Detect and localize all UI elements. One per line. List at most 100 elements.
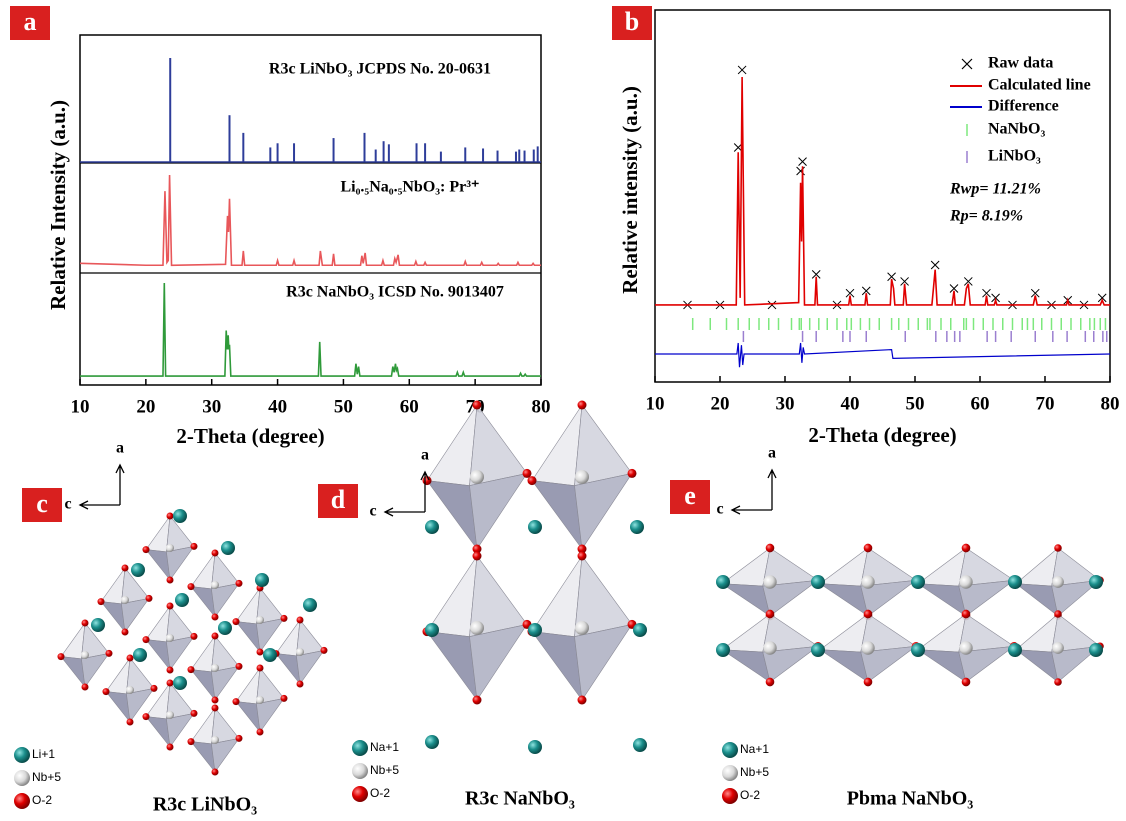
atom — [167, 667, 174, 674]
octahedron-face — [722, 584, 770, 616]
octahedron-face — [470, 624, 528, 700]
atom — [473, 401, 482, 410]
atom — [188, 738, 195, 745]
atom — [528, 623, 542, 637]
atom — [763, 575, 776, 588]
atom — [188, 666, 195, 673]
x-tick-label: 20 — [136, 396, 155, 417]
x-tick-label: 30 — [776, 393, 795, 414]
legend-label: O-2 — [740, 788, 760, 802]
octahedron-face — [470, 473, 528, 549]
atom — [1089, 643, 1103, 657]
raw-marker — [931, 261, 939, 269]
x-tick-label: 40 — [841, 393, 860, 414]
octahedron-face — [820, 614, 868, 652]
x-tick-label: 50 — [334, 396, 353, 417]
atom — [578, 552, 587, 561]
panel-label: d — [331, 485, 346, 514]
atom — [578, 401, 587, 410]
octahedron-face — [918, 614, 966, 652]
axis-arrow — [732, 470, 776, 514]
atom — [143, 713, 150, 720]
axis-label: a — [116, 440, 124, 457]
x-tick-label: 30 — [202, 396, 221, 417]
legend-label: Nb+5 — [32, 770, 61, 784]
atom — [166, 544, 174, 552]
atom — [1054, 610, 1062, 618]
atom — [959, 575, 972, 588]
y-axis-label: Relative Intensity (a.u.) — [46, 100, 70, 310]
atom — [191, 633, 198, 640]
atom — [766, 544, 775, 553]
atom — [151, 685, 158, 692]
atom — [263, 648, 277, 662]
octahedron-face — [820, 650, 868, 682]
atom — [861, 575, 874, 588]
atom — [911, 643, 925, 657]
difference-line — [655, 343, 1110, 367]
atom — [716, 575, 730, 589]
atom — [578, 696, 587, 705]
octahedron-face — [820, 584, 868, 616]
atom — [212, 705, 219, 712]
atom — [633, 623, 647, 637]
atom — [122, 629, 129, 636]
axis-label: c — [369, 503, 376, 520]
legend-label: LiNbO₃ — [988, 148, 1041, 165]
octahedron-face — [575, 624, 633, 700]
legend-label: O-2 — [370, 786, 390, 800]
legend-label: Difference — [988, 98, 1059, 115]
atom — [127, 655, 134, 662]
atom — [630, 520, 644, 534]
octahedron-face — [1016, 614, 1058, 652]
atom — [191, 710, 198, 717]
axis-label: c — [64, 496, 71, 513]
legend-label: Li+1 — [32, 747, 55, 761]
atom — [864, 544, 873, 553]
atom — [167, 577, 174, 584]
atom — [106, 650, 113, 657]
atom — [167, 603, 174, 610]
x-tick-label: 20 — [711, 393, 730, 414]
atom — [143, 636, 150, 643]
atom — [425, 623, 439, 637]
atom — [218, 621, 232, 635]
atom — [864, 678, 873, 687]
legend-label: O-2 — [32, 793, 52, 807]
raw-marker — [768, 301, 776, 309]
atom — [233, 618, 240, 625]
atom — [58, 653, 65, 660]
annotation: Rwp= 11.21% — [949, 181, 1041, 198]
atom — [425, 735, 439, 749]
panel-label: c — [36, 489, 48, 518]
atom — [959, 641, 972, 654]
atom — [257, 649, 264, 656]
atom — [722, 765, 738, 781]
atom — [211, 736, 219, 744]
panel-label: b — [625, 7, 639, 36]
atom — [236, 663, 243, 670]
atom — [127, 719, 134, 726]
atom — [297, 681, 304, 688]
atom — [425, 520, 439, 534]
atom — [811, 643, 825, 657]
atom — [1008, 643, 1022, 657]
atom — [528, 476, 537, 485]
atom — [255, 573, 269, 587]
atom — [470, 621, 484, 635]
atom — [256, 696, 264, 704]
atom — [633, 738, 647, 752]
octahedron-face — [1016, 650, 1058, 682]
panel-label: a — [24, 7, 37, 36]
x-axis-label: 2-Theta (degree) — [808, 423, 956, 447]
atom — [188, 583, 195, 590]
atom — [861, 641, 874, 654]
atom — [763, 641, 776, 654]
atom — [303, 598, 317, 612]
x-tick-label: 10 — [71, 396, 90, 417]
structure-title: Pbma NaNbO₃ — [847, 788, 974, 810]
structure-title: R3c NaNbO₃ — [465, 788, 575, 810]
octahedron-face — [820, 548, 868, 586]
legend-label: Calculated line — [988, 77, 1091, 94]
octahedron-face — [918, 584, 966, 616]
